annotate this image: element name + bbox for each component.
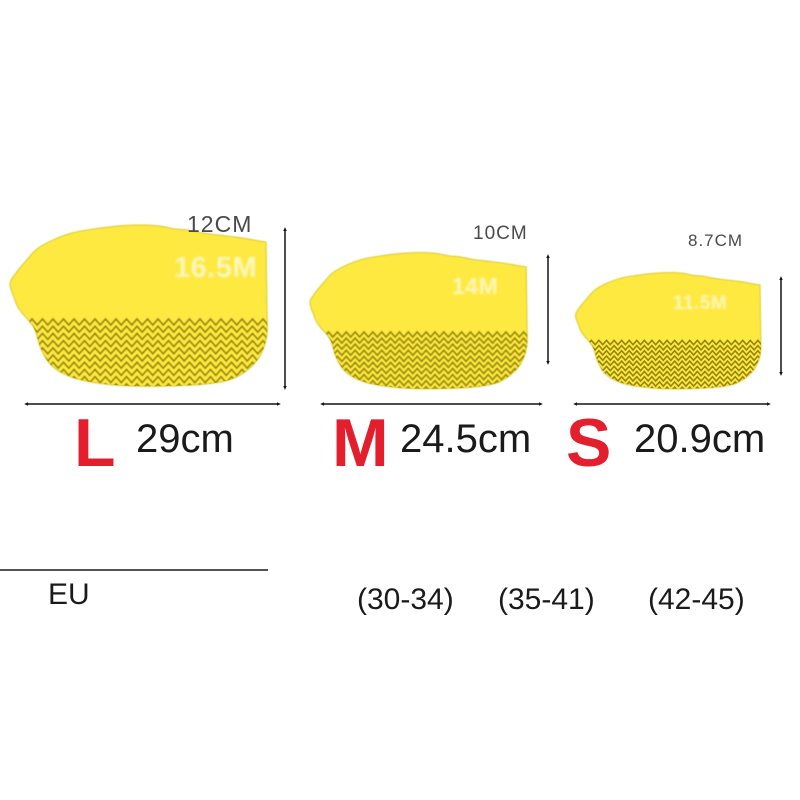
svg-text:EU: EU — [48, 578, 90, 611]
svg-text:29cm: 29cm — [136, 417, 234, 461]
svg-text:(42-45): (42-45) — [648, 583, 745, 616]
svg-text:24.5cm: 24.5cm — [400, 417, 531, 461]
svg-text:(30-34): (30-34) — [357, 583, 454, 616]
svg-text:L: L — [74, 405, 116, 481]
svg-text:16.5M: 16.5M — [174, 252, 257, 284]
svg-text:M: M — [332, 405, 389, 481]
svg-text:11.5M: 11.5M — [673, 293, 727, 314]
svg-text:20.9cm: 20.9cm — [634, 417, 765, 461]
svg-text:12CM: 12CM — [187, 211, 252, 237]
svg-text:(35-41): (35-41) — [498, 583, 595, 616]
svg-text:10CM: 10CM — [473, 223, 528, 244]
svg-text:14M: 14M — [452, 273, 498, 299]
svg-text:S: S — [566, 405, 611, 481]
svg-text:8.7CM: 8.7CM — [688, 231, 743, 250]
